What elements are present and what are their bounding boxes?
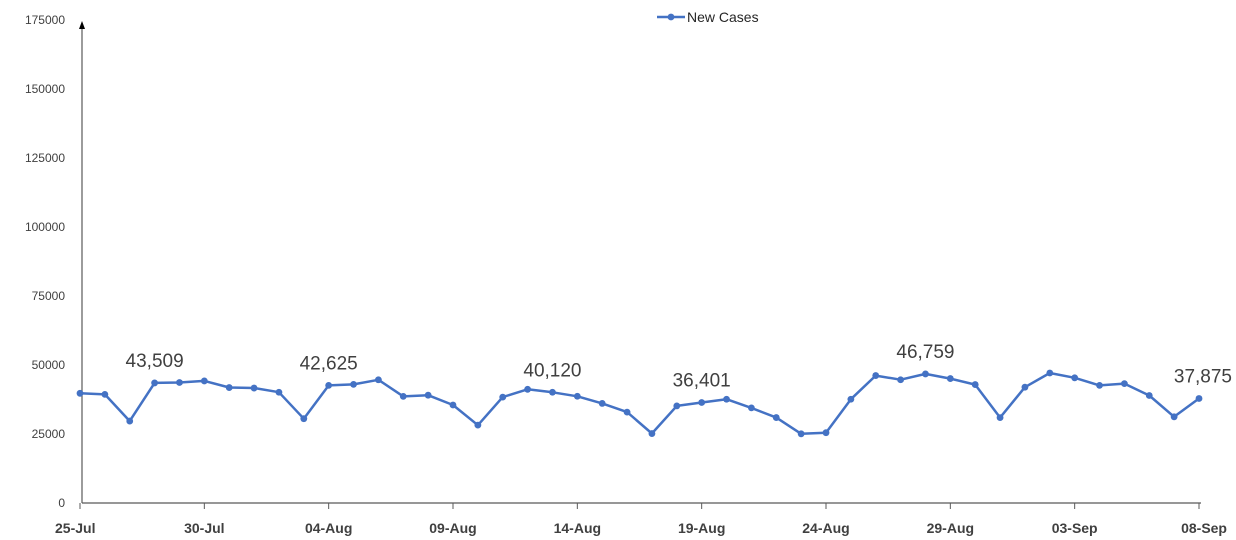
data-point (847, 395, 855, 403)
data-label: 37,875 (1174, 366, 1232, 387)
data-point (922, 370, 929, 378)
data-point (772, 414, 780, 421)
data-point (971, 381, 979, 388)
data-point (449, 401, 457, 409)
data-point (325, 381, 333, 389)
data-point (1021, 383, 1029, 391)
data-point (176, 379, 183, 386)
x-tick-label: 14-Aug (554, 520, 601, 536)
data-point (375, 376, 382, 384)
y-tick-label: 75000 (32, 289, 66, 303)
data-label: 40,120 (523, 360, 581, 381)
data-label: 43,509 (126, 351, 184, 372)
data-point (275, 388, 283, 396)
data-point (250, 384, 258, 392)
y-tick-label: 150000 (25, 82, 65, 96)
data-label: 36,401 (673, 371, 731, 392)
data-point (1046, 369, 1054, 377)
x-tick-label: 04-Aug (305, 520, 352, 536)
data-point (946, 375, 954, 382)
y-tick-label: 175000 (25, 13, 65, 27)
data-labels: 43,509 42,625 40,120 36,401 46,759 37,875 (126, 342, 1232, 392)
data-point (524, 385, 531, 393)
series-line-new-cases (79, 371, 1200, 436)
data-point (897, 376, 904, 384)
data-point (101, 390, 109, 398)
y-tick-label: 25000 (32, 427, 66, 441)
data-point (1071, 374, 1079, 382)
legend-point-marker (667, 13, 675, 21)
data-point (623, 408, 631, 416)
data-point (648, 430, 656, 437)
data-point (822, 429, 830, 437)
data-point (1096, 381, 1103, 389)
data-point (151, 379, 159, 387)
data-label: 46,759 (896, 342, 954, 363)
y-tick-label: 50000 (32, 358, 66, 372)
data-point (748, 404, 755, 412)
legend: New Cases (657, 9, 759, 25)
x-axis: 25-Jul 30-Jul 04-Aug 09-Aug 14-Aug 19-Aug 24-A… (55, 502, 1227, 536)
data-point (673, 402, 681, 410)
data-point (350, 380, 357, 388)
data-point (1170, 413, 1178, 421)
data-point (1195, 395, 1203, 402)
data-point (200, 377, 208, 385)
data-point (300, 415, 308, 423)
data-point (76, 389, 84, 397)
y-axis: 0 25000 50000 75000 100000 125000 150000 175000 (25, 13, 85, 510)
data-point (698, 399, 706, 406)
data-label: 42,625 (300, 353, 358, 374)
data-point (723, 395, 730, 403)
data-point (126, 417, 134, 425)
x-tick-label: 30-Jul (184, 520, 224, 536)
x-tick-label: 03-Sep (1052, 520, 1098, 536)
data-point (1121, 380, 1128, 387)
data-point (499, 393, 507, 401)
data-point (573, 392, 581, 400)
y-tick-label: 0 (58, 496, 65, 510)
x-tick-label: 24-Aug (802, 520, 849, 536)
x-tick-label: 09-Aug (429, 520, 476, 536)
series-new-cases (76, 369, 1203, 438)
y-tick-label: 125000 (25, 151, 65, 165)
y-tick-label: 100000 (25, 220, 65, 234)
data-point (872, 372, 880, 379)
data-point (424, 391, 432, 399)
data-point (797, 430, 805, 438)
legend-label: New Cases (687, 9, 759, 25)
data-point (996, 414, 1004, 422)
x-tick-label: 08-Sep (1181, 520, 1227, 536)
data-point (1145, 392, 1153, 399)
x-tick-label: 25-Jul (55, 520, 95, 536)
x-tick-label: 29-Aug (927, 520, 974, 536)
data-point (474, 421, 482, 429)
data-point (399, 392, 407, 400)
x-tick-label: 19-Aug (678, 520, 725, 536)
data-point (549, 388, 556, 396)
data-point (225, 384, 233, 391)
data-point (598, 400, 606, 407)
y-axis-arrow-icon (79, 21, 85, 29)
